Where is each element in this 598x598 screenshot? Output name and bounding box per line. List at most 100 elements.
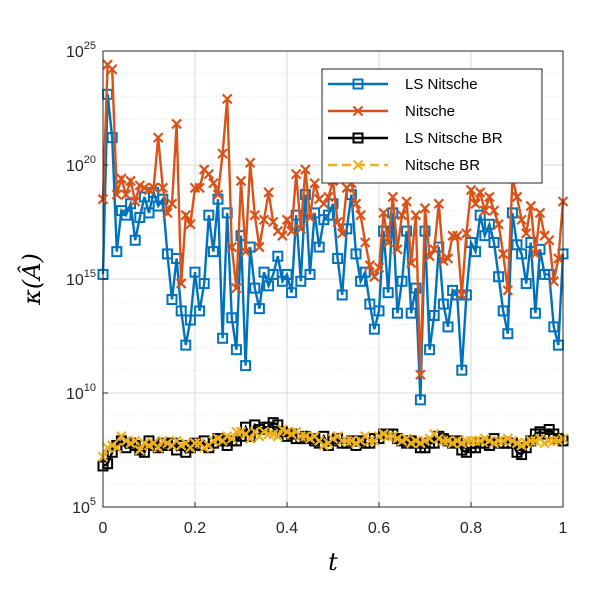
data-point [525,200,537,212]
data-point [410,209,422,221]
data-point [286,287,298,299]
legend-swatch-marker [352,132,364,144]
data-point [543,234,555,246]
data-point [267,268,279,280]
series-ls-nitsche [97,88,569,406]
data-point [548,276,560,287]
data-point [382,287,394,299]
data-point [111,246,123,258]
data-point [235,175,247,187]
data-point [428,244,440,255]
data-point [336,289,348,301]
data-point [327,198,339,210]
data-point [240,246,251,257]
data-point [203,209,215,221]
data-point [497,305,509,317]
legend-label: Nitsche [405,103,455,120]
y-tick-label: 1010 [66,382,96,403]
data-point [212,189,224,200]
data-point [129,435,141,447]
data-point [217,332,229,344]
data-point [368,323,380,335]
data-point [520,278,532,290]
data-point [359,266,371,278]
data-point [516,214,527,225]
data-point [378,207,389,219]
data-point [419,203,431,214]
data-point [373,305,385,317]
data-point [309,177,320,189]
x-axis-label: t [328,548,338,576]
legend-swatch-marker [352,159,364,171]
data-point [479,230,491,242]
data-point [166,294,178,306]
data-point [502,328,514,340]
data-point [401,225,413,237]
data-point [470,198,481,210]
x-tick-label: 0.8 [460,520,482,537]
data-point [240,360,252,372]
data-point [129,196,141,207]
data-point [332,216,343,228]
data-point [221,93,233,105]
legend-swatch-marker [352,78,364,90]
data-point [129,234,141,246]
legend: LS Nitsche Nitsche LS Nitsche BR Nitsche BR [321,68,543,184]
data-point [281,214,293,225]
data-point [474,187,486,198]
data-point [396,209,408,221]
data-point [230,344,242,356]
data-point [272,431,284,442]
data-point [152,442,164,453]
data-point [194,182,205,194]
data-point [184,314,196,326]
data-point [479,205,491,216]
data-point [364,260,376,271]
data-point [157,193,169,205]
data-point [424,344,436,356]
data-point [208,177,219,189]
x-tick-label: 0.2 [184,520,206,537]
data-point [299,189,311,201]
data-point [120,209,132,221]
data-point [244,157,256,168]
y-tick-label: 105 [72,496,96,517]
data-point [254,241,265,253]
data-point [401,196,412,207]
data-point [272,250,284,262]
legend-entry: Nitsche [328,103,455,120]
data-point [373,262,385,273]
data-point [332,252,344,264]
data-point [511,191,523,203]
data-point [456,289,468,301]
data-point [359,237,371,248]
data-point [111,189,123,200]
data-point [493,219,504,230]
data-point [290,168,302,180]
legend-entry: LS Nitsche BR [328,130,503,147]
data-point [286,225,297,237]
data-point [244,433,256,444]
data-point [484,191,495,203]
data-point [382,237,394,248]
data-point [534,207,546,219]
data-point [295,275,307,287]
data-point [226,312,238,324]
data-point [258,214,270,225]
x-tick-label: 0 [99,520,108,537]
data-point [470,246,482,258]
data-point [134,444,146,456]
legend-label: Nitsche BR [405,157,480,174]
data-point [350,198,362,210]
data-point [410,282,422,294]
data-point [207,246,219,258]
data-point [226,433,238,444]
data-point [267,216,279,228]
data-point [277,230,288,241]
data-point [336,228,348,239]
data-point [125,198,137,210]
legend-swatch-marker [352,105,364,117]
data-point [451,230,463,241]
data-point [433,198,445,210]
data-point [369,271,380,282]
